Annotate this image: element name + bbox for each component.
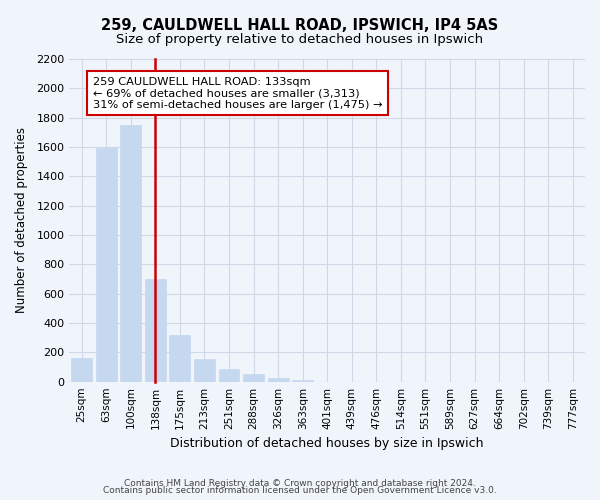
Text: Contains HM Land Registry data © Crown copyright and database right 2024.: Contains HM Land Registry data © Crown c… bbox=[124, 478, 476, 488]
Bar bbox=[121, 125, 141, 382]
Bar bbox=[96, 148, 117, 382]
Bar bbox=[218, 369, 239, 382]
Bar bbox=[169, 336, 190, 382]
Bar bbox=[268, 378, 289, 382]
Bar bbox=[243, 374, 264, 382]
Text: 259, CAULDWELL HALL ROAD, IPSWICH, IP4 5AS: 259, CAULDWELL HALL ROAD, IPSWICH, IP4 5… bbox=[101, 18, 499, 32]
X-axis label: Distribution of detached houses by size in Ipswich: Distribution of detached houses by size … bbox=[170, 437, 484, 450]
Bar bbox=[71, 358, 92, 382]
Text: Size of property relative to detached houses in Ipswich: Size of property relative to detached ho… bbox=[116, 32, 484, 46]
Text: 259 CAULDWELL HALL ROAD: 133sqm
← 69% of detached houses are smaller (3,313)
31%: 259 CAULDWELL HALL ROAD: 133sqm ← 69% of… bbox=[93, 76, 382, 110]
Bar bbox=[194, 359, 215, 382]
Y-axis label: Number of detached properties: Number of detached properties bbox=[15, 128, 28, 314]
Bar bbox=[145, 279, 166, 382]
Text: Contains public sector information licensed under the Open Government Licence v3: Contains public sector information licen… bbox=[103, 486, 497, 495]
Bar bbox=[292, 380, 313, 382]
